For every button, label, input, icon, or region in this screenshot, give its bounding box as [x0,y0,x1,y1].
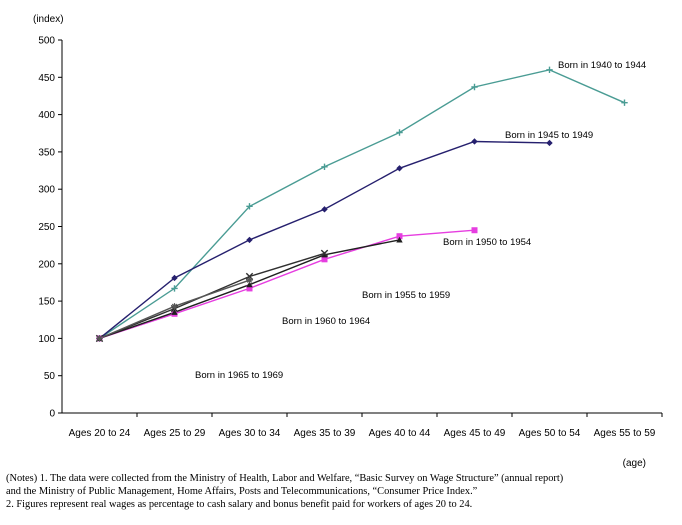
data-point [321,251,328,258]
series-label: Born in 1965 to 1969 [195,370,283,381]
data-point [471,83,478,91]
series-labels: Born in 1940 to 1944 Born in 1945 to 1949… [195,60,646,381]
data-point [246,281,253,288]
data-point [396,236,403,243]
chart-notes: (Notes) 1. The data were collected from … [6,472,682,511]
series-line [99,69,625,339]
y-tick-label: 250 [38,222,55,233]
data-point [321,256,328,263]
data-point [171,274,178,282]
series-label: Born in 1940 to 1944 [558,60,646,71]
data-point [396,129,403,136]
series-label: Born in 1955 to 1959 [362,290,450,301]
data-point [171,285,178,292]
data-point [621,99,628,106]
data-point [396,233,403,240]
y-tick-label: 50 [44,371,56,382]
series-markers [95,66,628,343]
series-label: Born in 1950 to 1954 [443,237,531,248]
series-line [99,229,475,340]
data-point [96,335,103,342]
y-tick-label: 400 [38,110,55,121]
data-point [246,203,253,210]
note-line-2: and the Ministry of Public Management, H… [6,486,478,497]
x-axis-label: (age) [623,458,646,469]
y-tick-label: 100 [38,334,55,345]
note-line-1: (Notes) 1. The data were collected from … [6,473,564,484]
x-tick-label: Ages 20 to 24 [69,428,131,439]
x-tick-label: Ages 35 to 39 [294,428,356,439]
series-label: Born in 1960 to 1964 [282,316,370,327]
y-tick-label: 150 [38,297,55,308]
x-tick-label: Ages 25 to 29 [144,428,206,439]
data-point [471,227,478,234]
y-tick-label: 200 [38,259,55,270]
data-point [246,285,253,292]
x-tick-label: Ages 50 to 54 [519,428,581,439]
data-point [396,165,403,172]
data-point [471,138,478,145]
y-tick-label: 500 [38,36,55,47]
data-point [246,236,253,244]
data-point [171,309,178,315]
data-point [246,277,253,284]
data-point [320,249,329,258]
y-tick-label: 300 [38,185,55,196]
data-point [321,163,328,171]
x-tick-label: Ages 45 to 49 [444,428,506,439]
data-point [546,66,553,74]
x-tick-label: Ages 55 to 59 [594,428,656,439]
data-point [321,206,328,213]
note-line-3: 2. Figures represent real wages as perce… [6,499,473,510]
y-tick-label: 350 [38,147,55,158]
y-axis-label: (index) [33,14,64,25]
data-point [171,303,178,310]
y-tick-label: 450 [38,73,55,84]
y-tick-label: 0 [49,409,55,420]
line-chart: (index) (age) 0 50 100 150 200 250 300 350 400 45… [33,14,663,469]
x-tick-label: Ages 40 to 44 [369,428,431,439]
series-label: Born in 1945 to 1949 [505,130,593,141]
data-point [546,139,553,147]
axes: 0 50 100 150 200 250 300 350 400 450 500 Ages 20 to… [38,36,663,439]
x-tick-label: Ages 30 to 34 [219,428,281,439]
